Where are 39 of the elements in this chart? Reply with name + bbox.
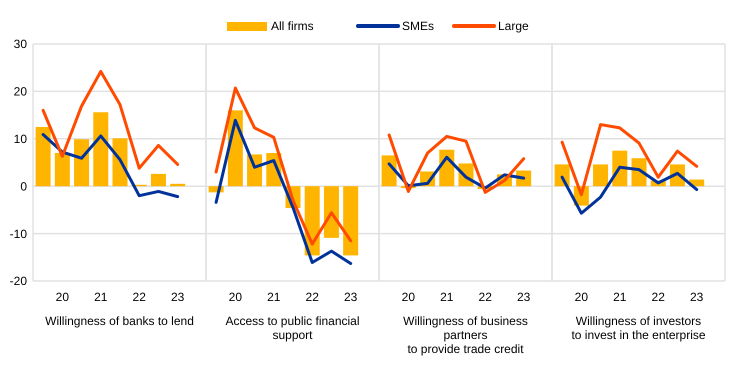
line-series: [42, 70, 180, 170]
y-tick-label: 30: [14, 37, 28, 52]
legend-label: SMEs: [402, 19, 434, 34]
line-series: [42, 133, 180, 198]
x-tick-label: 22: [306, 290, 320, 304]
x-tick-label: 20: [402, 290, 416, 304]
x-tick-label: 20: [56, 290, 70, 304]
y-tick-label: 20: [14, 84, 28, 99]
bar: [150, 174, 166, 186]
bar: [74, 139, 90, 186]
x-tick-label: 21: [267, 290, 281, 304]
bar: [593, 164, 608, 186]
y-tick-label: 10: [14, 132, 28, 146]
x-tick-label: 20: [574, 290, 588, 304]
bar: [343, 186, 358, 256]
x-tick-label: 22: [478, 290, 492, 304]
x-axis-title: Willingness of business partners to provide trade credit: [403, 314, 528, 356]
x-axis-title: Willingness of investors to invest in the enterprise: [571, 314, 706, 342]
x-tick-label: 22: [652, 290, 666, 304]
bar: [93, 112, 108, 186]
x-axis-title: Access to public financial support: [225, 314, 360, 342]
legend-label: Large: [498, 19, 530, 34]
x-tick-label: 21: [94, 290, 108, 304]
y-tick-label: 0: [20, 179, 28, 194]
y-tick-label: -10: [10, 226, 28, 241]
x-tick-label: 23: [690, 290, 704, 304]
x-tick-label: 23: [344, 290, 358, 304]
bar: [36, 126, 51, 186]
x-tick-label: 23: [170, 290, 185, 304]
y-tick-label: -20: [10, 274, 28, 288]
bar: [382, 155, 397, 186]
bar: [54, 153, 70, 186]
x-tick-label: 22: [132, 290, 146, 304]
legend-label: All firms: [271, 19, 314, 34]
x-tick-label: 21: [440, 290, 454, 304]
x-axis-title: Willingness of banks to lend: [45, 314, 194, 328]
x-tick-label: 21: [613, 290, 627, 304]
x-tick-label: 23: [516, 290, 531, 304]
x-tick-label: 20: [228, 290, 242, 304]
